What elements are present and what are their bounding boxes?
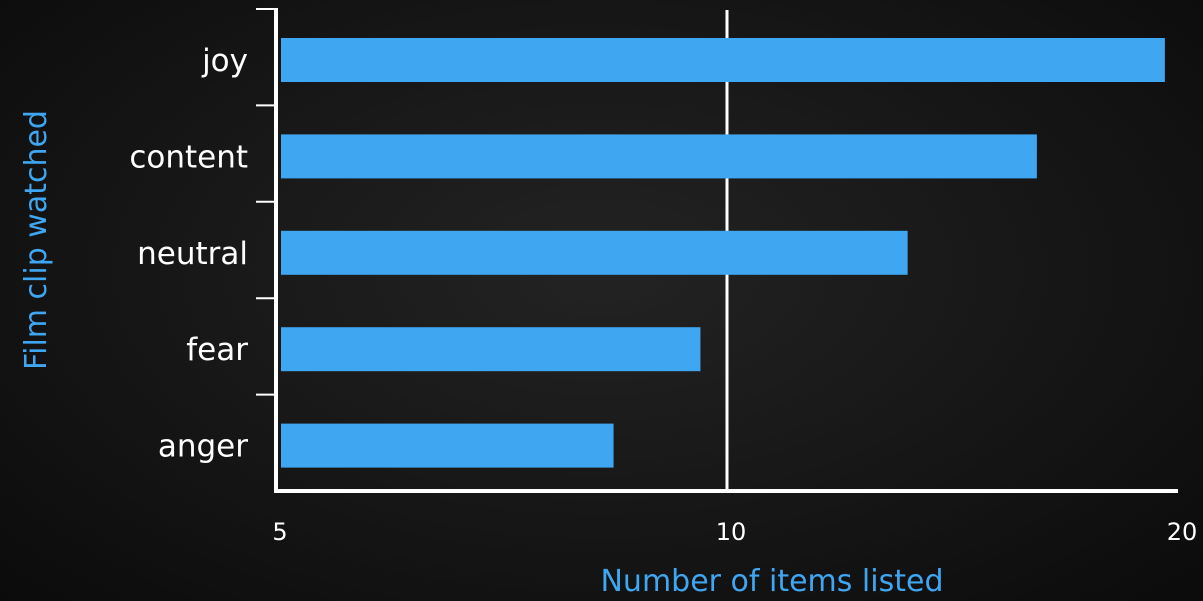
bar-joy [281,38,1165,82]
bar-layer [281,38,1165,468]
bar-anger [281,423,614,468]
bar-neutral [281,230,908,275]
x-tick-label-10: 10 [716,518,747,546]
axis-layer [256,8,1178,493]
bar-content [281,134,1037,179]
x-tick-label-5: 5 [272,518,287,546]
y-axis-title: Film clip watched [19,110,54,370]
bar-fear [281,327,701,372]
x-axis-title: Number of items listed [600,564,943,599]
category-label-neutral: neutral [137,236,248,272]
category-label-anger: anger [158,429,248,465]
category-label-fear: fear [186,332,248,368]
label-layer: joy content neutral fear anger 5 10 20 [129,43,1197,546]
category-label-content: content [129,139,248,175]
x-tick-label-20: 20 [1167,518,1198,546]
category-label-joy: joy [201,43,248,79]
